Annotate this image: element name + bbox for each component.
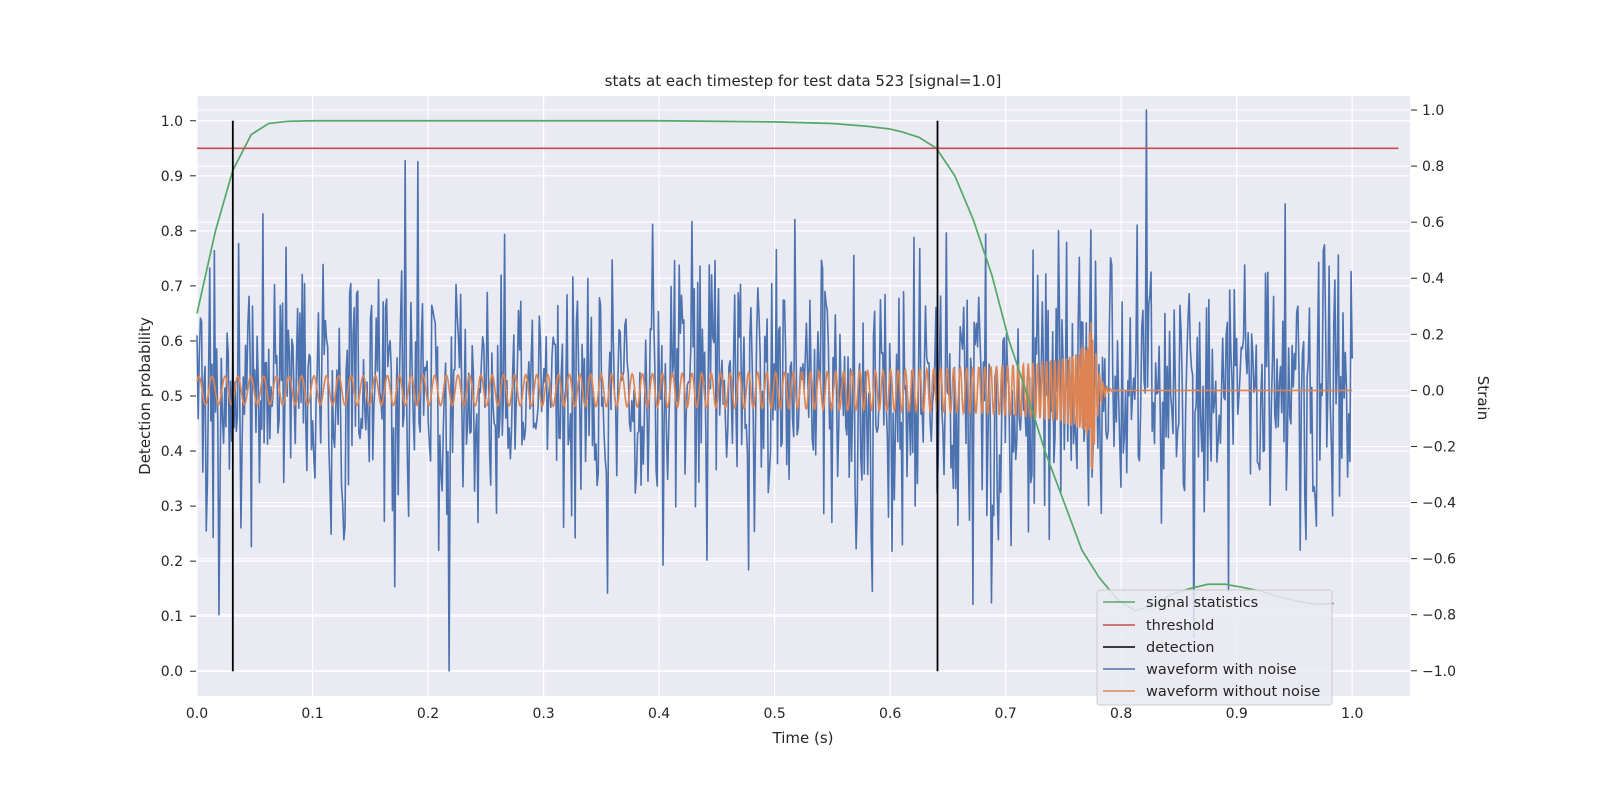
y-tick-label: 0.5 xyxy=(161,389,183,405)
y2-tick-label: 1.0 xyxy=(1422,103,1444,119)
x-tick-label: 0.1 xyxy=(301,706,323,722)
x-tick-label: 0.4 xyxy=(648,706,670,722)
legend-label-threshold: threshold xyxy=(1146,618,1214,634)
y-tick-label: 0.1 xyxy=(161,609,183,625)
y2-tick-label: 0.2 xyxy=(1422,327,1444,343)
x-tick-label: 0.6 xyxy=(879,706,901,722)
y2-tick-label: −1.0 xyxy=(1422,664,1456,680)
series-layer xyxy=(196,109,1399,672)
x-tick-label: 0.7 xyxy=(995,706,1017,722)
x-tick-label: 0.8 xyxy=(1110,706,1132,722)
y-tick-label: 0.2 xyxy=(161,554,183,570)
y2-tick-label: 0.4 xyxy=(1422,271,1444,287)
x-tick-label: 1.0 xyxy=(1341,706,1363,722)
x-tick-label: 0.0 xyxy=(186,706,208,722)
y-axis-label: Detection probability xyxy=(136,317,154,475)
legend-label-detection: detection xyxy=(1146,640,1214,656)
y-tick-label: 0.9 xyxy=(161,169,183,185)
legend-label-waveform-with-noise: waveform with noise xyxy=(1146,662,1297,678)
y2-tick-label: 0.6 xyxy=(1422,215,1444,231)
x-tick-label: 0.9 xyxy=(1226,706,1248,722)
axes: 0.0 0.1 0.2 0.3 0.4 0.5 0.6 0.7 0.8 0.9 1.0 0.0 0.1 0… xyxy=(161,103,1456,722)
series-signal-statistics xyxy=(196,119,1334,612)
y-tick-label: 0.4 xyxy=(161,444,183,460)
y-tick-label: 0.6 xyxy=(161,334,183,350)
legend: signal statistics threshold detection wa… xyxy=(1096,589,1333,706)
y2-tick-label: 0.0 xyxy=(1422,383,1444,399)
legend-box xyxy=(1096,589,1333,706)
legend-label-signal-statistics: signal statistics xyxy=(1146,595,1258,611)
legend-label-waveform-without-noise: waveform without noise xyxy=(1146,684,1320,700)
y-tick-label: 0.8 xyxy=(161,224,183,240)
x-axis-label: Time (s) xyxy=(772,729,834,747)
y2-axis-label: Strain xyxy=(1474,376,1492,420)
y2-tick-label: −0.6 xyxy=(1422,552,1456,568)
y2-tick-label: 0.8 xyxy=(1422,159,1444,175)
series-waveform-without-noise xyxy=(196,322,1353,470)
series-waveform-with-noise xyxy=(196,109,1354,672)
y-tick-label: 0.3 xyxy=(161,499,183,515)
y-tick-label: 1.0 xyxy=(161,114,183,130)
x-tick-label: 0.3 xyxy=(532,706,554,722)
x-tick-label: 0.2 xyxy=(417,706,439,722)
x-tick-label: 0.5 xyxy=(763,706,785,722)
y2-tick-label: −0.4 xyxy=(1422,496,1456,512)
y2-tick-label: −0.8 xyxy=(1422,608,1456,624)
y-tick-label: 0.0 xyxy=(161,664,183,680)
chart-title: stats at each timestep for test data 523… xyxy=(605,72,1002,90)
y-tick-label: 0.7 xyxy=(161,279,183,295)
y2-tick-label: −0.2 xyxy=(1422,439,1456,455)
